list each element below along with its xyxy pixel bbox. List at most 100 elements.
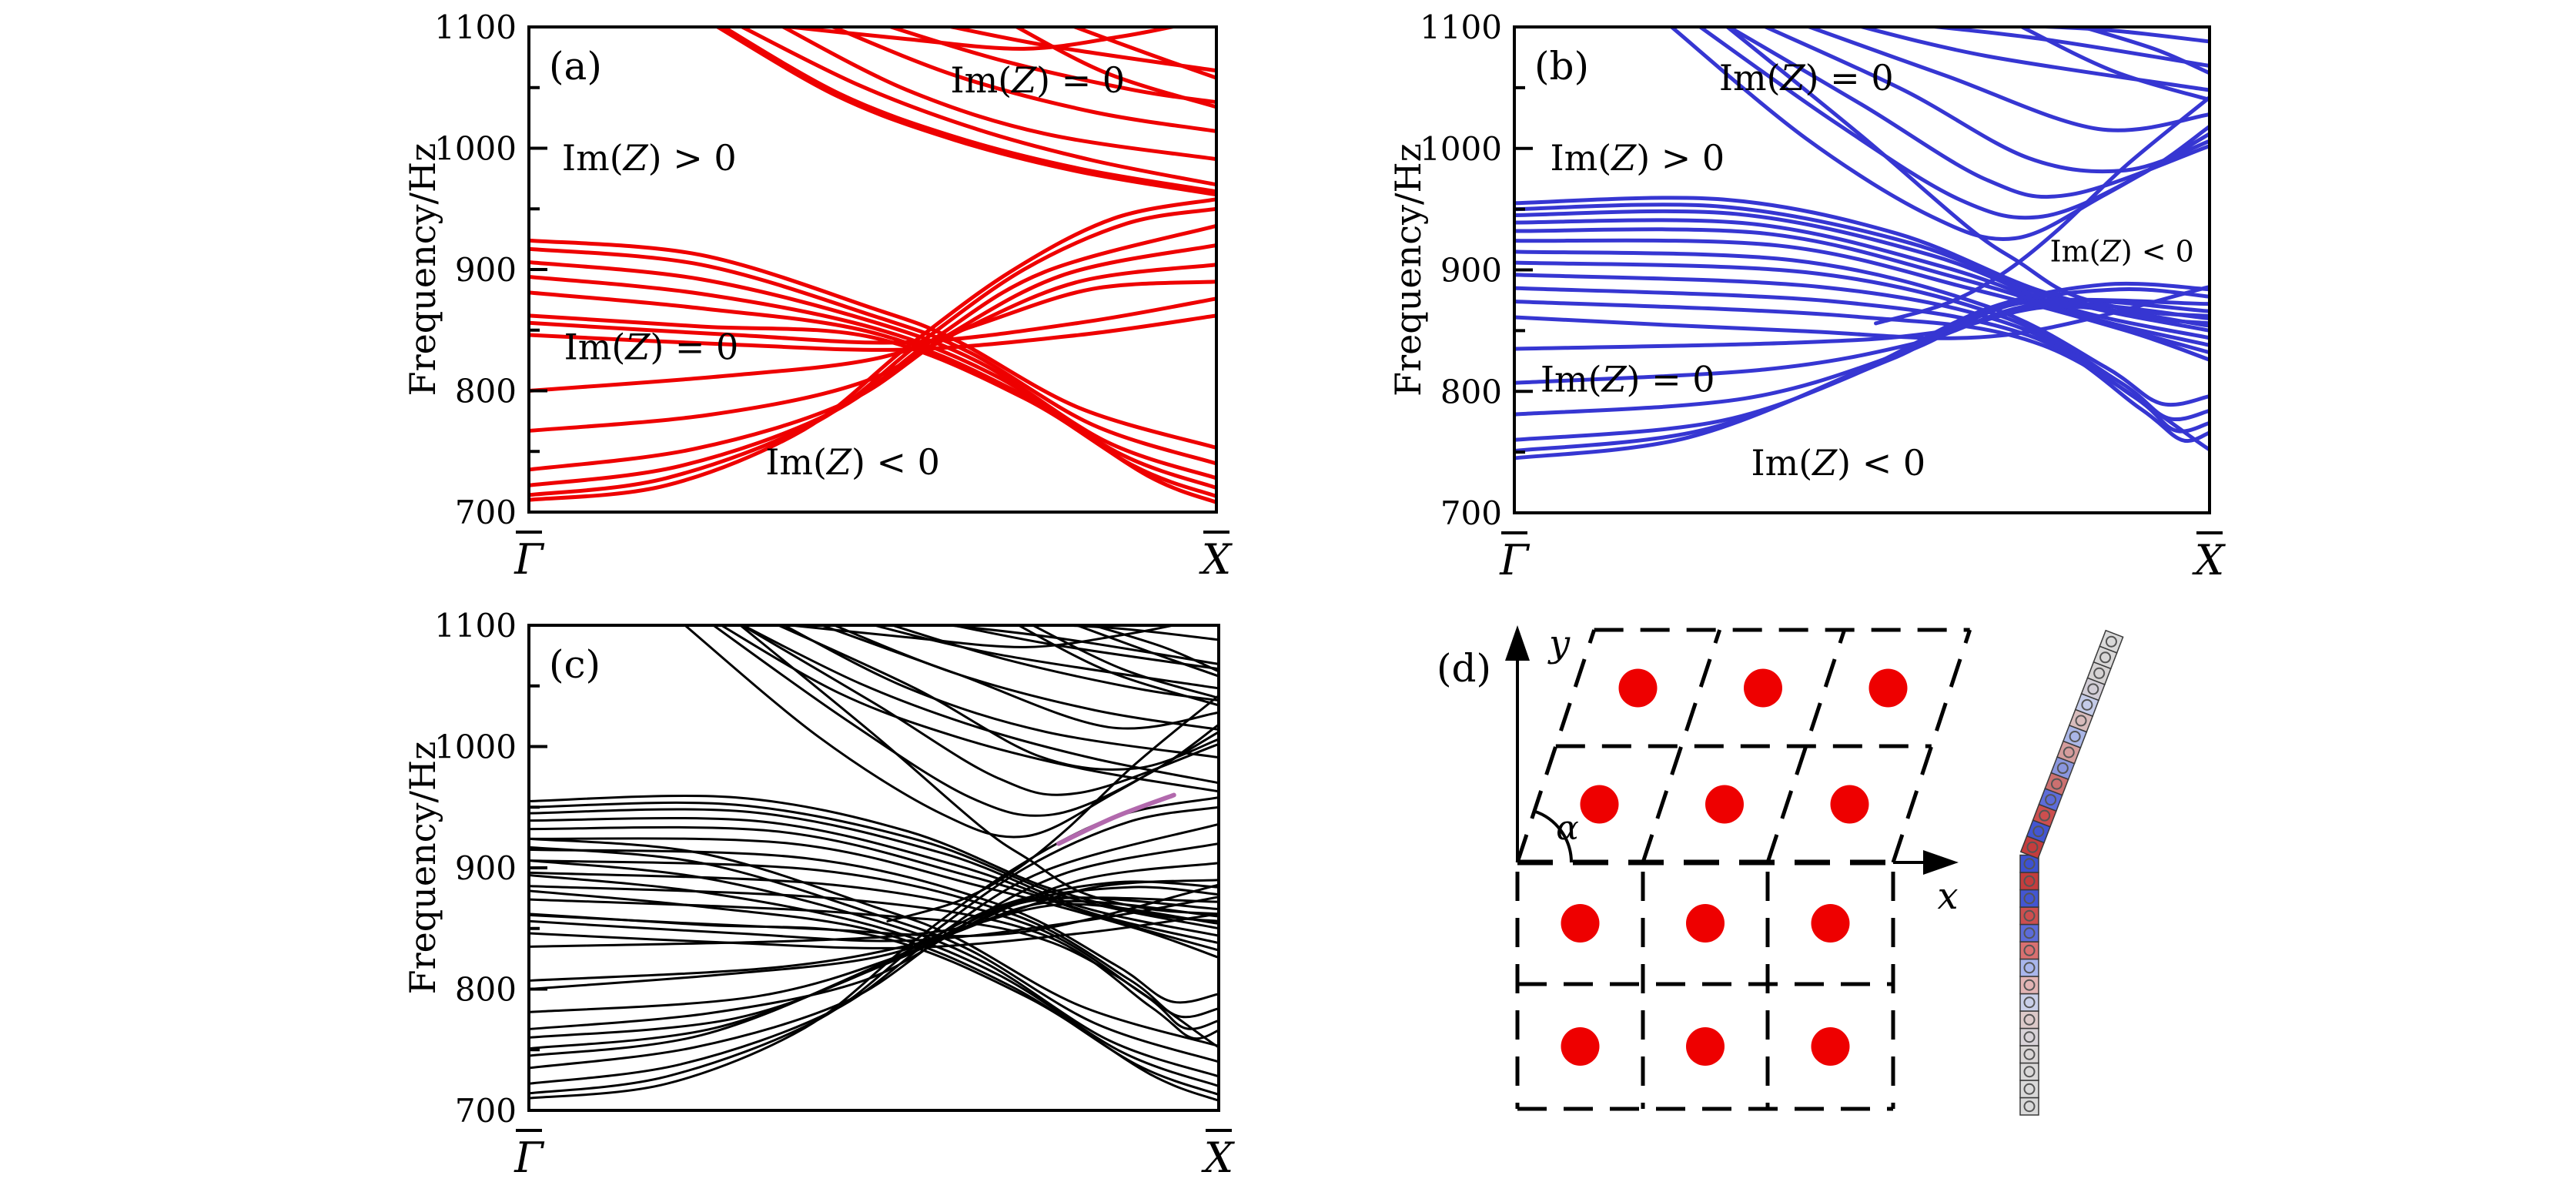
upper-bands xyxy=(771,27,1181,51)
y-axis-label: y xyxy=(1547,622,1571,665)
bulk-bands xyxy=(781,625,1219,759)
strip-cell-hole xyxy=(2023,1066,2036,1078)
y-tick-label: 1100 xyxy=(434,8,517,46)
bulk-bands xyxy=(529,873,1219,1087)
panel-b-band-chart: 1100 1000 900 800 700 Frequency/Hz Γ X (b) Im(Z) … xyxy=(1387,8,2226,584)
upper-bands xyxy=(1874,95,2210,326)
bulk-bands xyxy=(886,694,1219,922)
lower-bands xyxy=(529,223,1216,487)
y-tick-label: 800 xyxy=(455,373,517,410)
strip-cell-hole xyxy=(2093,667,2106,679)
lower-bands xyxy=(1514,273,2210,434)
lattice-inclusion-dot xyxy=(1811,904,1850,943)
region-annotation: Im(Z) = 0 xyxy=(564,326,739,368)
bulk-bands xyxy=(1037,625,1219,641)
y-tick-label: 900 xyxy=(1440,252,1502,290)
bulk-bands xyxy=(529,845,1219,1063)
strip-cell xyxy=(2019,1097,2039,1116)
strip-cell xyxy=(2019,1080,2039,1099)
lattice-inclusion-dot xyxy=(1744,668,1782,708)
strip-cell-hole xyxy=(2032,825,2045,838)
x-axis-point-label: Γ xyxy=(514,535,545,584)
upper-bands xyxy=(1855,27,2210,92)
x-axis-point-label: Γ xyxy=(1499,536,1531,584)
bulk-bands xyxy=(529,808,1219,937)
strip-cell xyxy=(2019,958,2039,977)
y-tick-label: 700 xyxy=(455,1092,517,1130)
strip-cell xyxy=(2019,993,2039,1012)
strip-cell-hole xyxy=(2062,746,2075,758)
sheared-cell-line xyxy=(1765,629,1847,863)
y-axis-title: Frequency/Hz xyxy=(402,143,443,397)
lattice-inclusion-dot xyxy=(1561,904,1600,943)
strip-cell-hole xyxy=(2023,927,2036,939)
panel-c-band-chart: 1100 1000 900 800 700 Frequency/Hz Γ X (c) xyxy=(402,607,1236,1182)
x-axis-point-label: X xyxy=(2192,536,2226,584)
lattice-inclusion-dot xyxy=(1618,668,1658,708)
bulk-bands xyxy=(529,899,1219,982)
lower-bands xyxy=(1514,286,2210,454)
region-annotation: Im(Z) = 0 xyxy=(1719,57,1894,99)
panel-letter: (a) xyxy=(549,44,602,89)
lower-bands xyxy=(529,243,1216,472)
strip-cell xyxy=(2019,923,2039,943)
lower-bands xyxy=(1514,300,2210,452)
strip-cell-hole xyxy=(2023,858,2036,870)
strip-cell-hole xyxy=(2069,730,2081,742)
bulk-bands xyxy=(775,625,1219,771)
bulk-bands xyxy=(888,625,1219,702)
upper-bands xyxy=(779,27,1216,162)
region-annotation: Im(Z) < 0 xyxy=(2050,234,2194,268)
x-axis-label: x xyxy=(1937,875,1958,918)
strip-cell xyxy=(2019,976,2039,995)
lower-bands xyxy=(529,197,1216,502)
region-annotation: Im(Z) > 0 xyxy=(1550,137,1725,179)
y-tick-label: 1000 xyxy=(434,130,517,168)
lower-bands xyxy=(1514,238,2210,362)
y-tick-label: 700 xyxy=(455,494,517,531)
strip-cell-hole xyxy=(2023,892,2036,905)
y-tick-label: 900 xyxy=(455,849,517,887)
x-axis-arrowhead-icon xyxy=(1923,850,1959,875)
strip-cell xyxy=(2019,1010,2039,1030)
bulk-bands xyxy=(738,625,1219,916)
upper-bands xyxy=(1069,27,1216,80)
strip-cell-hole xyxy=(2023,909,2036,922)
upper-bands xyxy=(2018,27,2210,102)
lattice-inclusion-dot xyxy=(1686,904,1725,943)
bulk-bands xyxy=(938,625,1219,665)
lower-bands xyxy=(529,206,1216,497)
bulk-bands xyxy=(529,883,1219,938)
upper-bands xyxy=(1012,27,1216,109)
band-curves xyxy=(1514,27,2210,460)
plot-frame xyxy=(527,624,1220,1112)
upper-bands xyxy=(1804,27,2210,132)
upper-bands xyxy=(828,27,1216,133)
strip-cell xyxy=(2019,906,2039,926)
bulk-bands xyxy=(529,795,1219,922)
bulk-bands xyxy=(869,625,1219,690)
upper-bands xyxy=(1761,27,2210,174)
bulk-bands xyxy=(711,625,1219,817)
strip-cell-hole xyxy=(2023,1100,2036,1113)
panel-letter: (d) xyxy=(1437,646,1491,691)
y-axis-title: Frequency/Hz xyxy=(402,742,443,995)
lower-bands xyxy=(1514,209,2210,340)
bulk-bands xyxy=(529,885,1219,1040)
lower-bands xyxy=(1514,285,2210,340)
panel-a-band-chart: 1100 1000 900 800 700 Frequency/Hz Γ X (a) Im(Z) … xyxy=(402,8,1233,584)
bulk-bands xyxy=(529,837,1219,959)
lattice-inclusion-dot xyxy=(1580,785,1619,824)
y-axis-arrowhead-icon xyxy=(1505,625,1530,661)
band-curves xyxy=(529,625,1219,1102)
bulk-bands xyxy=(529,816,1219,945)
y-tick-label: 700 xyxy=(1440,494,1502,532)
strip-cell xyxy=(2019,872,2039,891)
y-axis-title: Frequency/Hz xyxy=(1387,143,1429,397)
lower-bands xyxy=(529,246,1216,466)
strip-cell-hole xyxy=(2026,841,2039,853)
panel-letter: (c) xyxy=(549,642,601,687)
lower-bands xyxy=(1514,304,2210,351)
strip-cell xyxy=(2019,889,2039,908)
